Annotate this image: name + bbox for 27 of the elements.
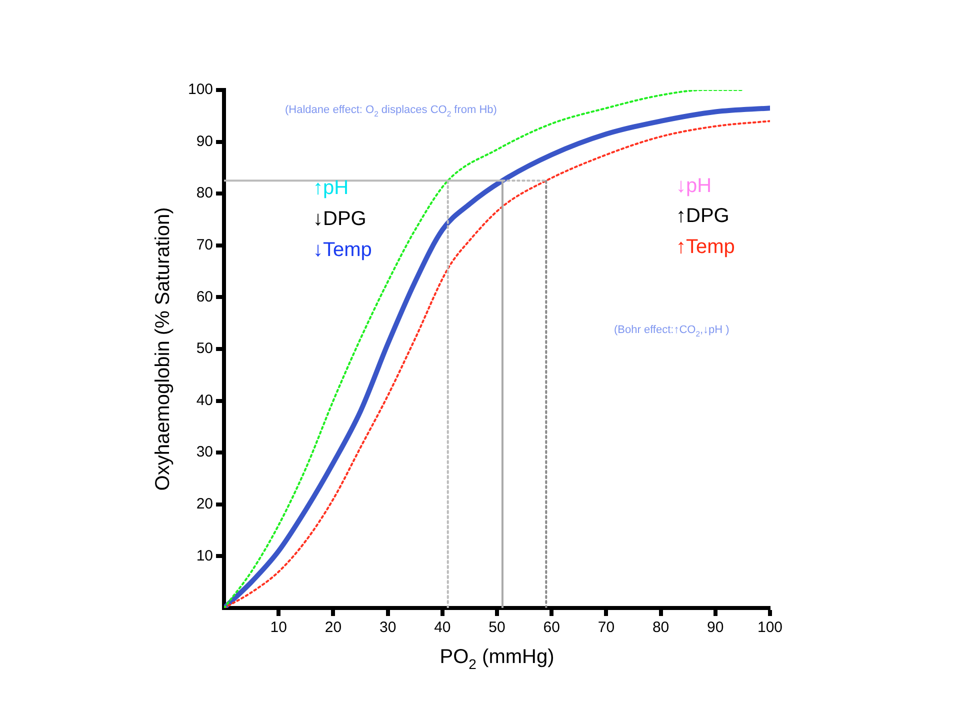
y-tick-label: 40 [196, 392, 214, 409]
annotation: ↑Temp [676, 236, 735, 258]
x-tick-label: 90 [707, 619, 724, 636]
y-tick-label: 50 [196, 340, 214, 358]
y-tick-label: 20 [196, 496, 214, 513]
x-tick-label: 80 [652, 619, 670, 636]
annotation: ↓DPG [313, 208, 366, 230]
y-tick-label: 70 [196, 236, 214, 254]
annotation: ↓pH [676, 175, 712, 197]
y-tick-label: 80 [196, 184, 214, 202]
x-tick-label: 40 [434, 619, 451, 636]
x-tick-label: 20 [324, 619, 342, 636]
y-tick-label: 30 [196, 444, 214, 461]
y-tick-label: 10 [196, 547, 214, 564]
y-tick-label: 60 [196, 288, 214, 306]
x-tick-label: 60 [543, 619, 560, 636]
x-tick-label: 10 [270, 619, 287, 636]
annotation: ↑pH [313, 177, 349, 199]
annotation: ↑DPG [676, 205, 730, 227]
x-tick-label: 70 [598, 619, 615, 636]
y-axis-title: Oxyhaemoglobin (% Saturation) [152, 207, 174, 491]
annotation: ↓Temp [313, 239, 372, 261]
y-tick-label: 90 [196, 132, 214, 150]
x-tick-label: 50 [488, 619, 506, 636]
x-tick-label: 100 [757, 619, 783, 636]
y-tick-label: 100 [188, 81, 214, 98]
x-tick-label: 30 [379, 619, 396, 636]
